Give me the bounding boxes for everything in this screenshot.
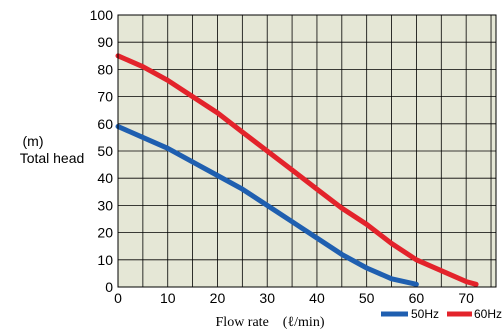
y-tick-label: 40 [97,170,113,186]
legend-60hz-label: 60Hz [474,307,502,321]
legend-50hz-label: 50Hz [411,307,439,321]
x-axis-label: Flow rate (ℓ/min) [216,315,325,330]
y-tick-label: 10 [97,252,113,268]
y-tick-label: 100 [90,7,114,23]
y-tick-label: 80 [97,61,113,77]
x-tick-label: 70 [458,290,474,306]
plot-border [117,14,497,288]
y-tick-label: 50 [97,143,113,159]
series-lines [115,53,479,287]
series-line-50hz [115,124,419,287]
x-tick-label: 60 [409,290,425,306]
legend: 50Hz 60Hz [381,307,502,321]
y-tick-label: 60 [97,116,113,132]
y-tick-label: 20 [97,225,113,241]
tick-labels: 0 10 20 30 40 50 60 70 0 10 20 30 40 50 60 70 80 90 100 [90,7,475,306]
y-tick-label: 70 [97,89,113,105]
y-axis-label: Total head [20,150,85,166]
x-tick-label: 10 [160,290,176,306]
x-tick-label: 0 [114,290,122,306]
x-tick-label: 40 [309,290,325,306]
y-tick-label: 30 [97,197,113,213]
x-tick-label: 30 [259,290,275,306]
y-tick-label: 90 [97,34,113,50]
y-axis-unit: (m) [23,133,44,149]
x-tick-label: 50 [359,290,375,306]
series-line-60hz [115,53,479,287]
x-tick-label: 20 [210,290,226,306]
y-tick-label: 0 [105,279,113,295]
